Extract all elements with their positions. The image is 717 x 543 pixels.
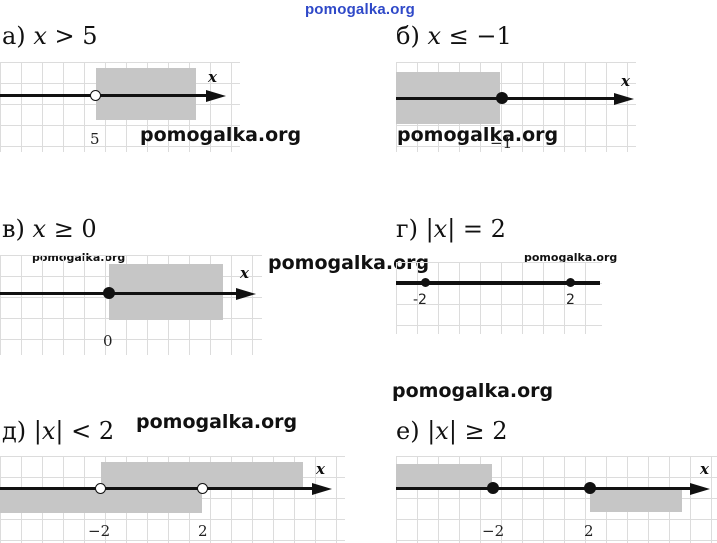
axis-arrow bbox=[206, 90, 226, 102]
point-2 bbox=[566, 278, 575, 287]
number-axis bbox=[396, 487, 694, 490]
point-minus-2 bbox=[421, 278, 430, 287]
axis-name-label: x bbox=[240, 264, 249, 282]
point-closed-0 bbox=[103, 287, 115, 299]
number-axis bbox=[0, 94, 210, 97]
point-closed-minus-2 bbox=[487, 482, 499, 494]
axis-arrow bbox=[312, 483, 332, 495]
watermark: pomogalka.org bbox=[140, 124, 302, 146]
task-v-label: в) x ≥ 0 bbox=[2, 215, 97, 243]
number-line-d: x −2 2 bbox=[0, 456, 345, 543]
axis-name-label: x bbox=[621, 72, 630, 90]
number-axis bbox=[0, 292, 240, 295]
number-line-a: x 5 bbox=[0, 62, 240, 152]
tick-label-2: 2 bbox=[198, 522, 208, 540]
watermark: pomogalka.org bbox=[136, 411, 298, 433]
watermark: pomogalka.org bbox=[392, 380, 554, 402]
tick-label-2: 2 bbox=[584, 522, 594, 540]
task-e-label: е) |x| ≥ 2 bbox=[396, 417, 508, 445]
grid-background bbox=[396, 262, 602, 334]
watermark: pomogalka.org bbox=[268, 252, 430, 274]
point-open-2 bbox=[197, 483, 208, 494]
point-open-5 bbox=[90, 90, 101, 101]
tick-label-minus-2: −2 bbox=[88, 522, 111, 540]
tick-label-2: 2 bbox=[566, 292, 575, 308]
tick-label-5: 5 bbox=[90, 130, 100, 148]
tick-label-minus-2: -2 bbox=[413, 292, 427, 308]
point-closed-2 bbox=[584, 482, 596, 494]
number-axis bbox=[396, 281, 600, 285]
axis-name-label: x bbox=[700, 460, 709, 478]
axis-name-label: x bbox=[316, 460, 325, 478]
task-b-label: б) x ≤ −1 bbox=[396, 22, 512, 50]
number-line-e: x −2 2 bbox=[396, 456, 717, 543]
number-line-g: -2 2 bbox=[396, 262, 602, 334]
task-d-label: д) |x| < 2 bbox=[2, 417, 115, 445]
axis-arrow bbox=[690, 483, 710, 495]
shaded-region bbox=[396, 464, 492, 488]
axis-name-label: x bbox=[208, 68, 217, 86]
number-axis bbox=[0, 487, 316, 490]
site-link[interactable]: pomogalka.org bbox=[304, 1, 416, 18]
task-g-label: г) |x| = 2 bbox=[396, 215, 506, 243]
tick-label-0: 0 bbox=[103, 332, 113, 350]
number-line-b: x −1 bbox=[396, 62, 636, 152]
watermark: pomogalka.org bbox=[397, 124, 559, 146]
point-closed-minus-1 bbox=[496, 92, 508, 104]
watermark: pomogalka.org bbox=[524, 251, 618, 264]
point-open-minus-2 bbox=[95, 483, 106, 494]
axis-arrow bbox=[614, 93, 634, 105]
number-line-v: x 0 bbox=[0, 255, 262, 355]
axis-arrow bbox=[236, 288, 256, 300]
task-a-label: а) x > 5 bbox=[2, 22, 98, 50]
shaded-region bbox=[590, 490, 682, 512]
tick-label-minus-1: −1 bbox=[490, 134, 513, 152]
tick-label-minus-2: −2 bbox=[482, 522, 505, 540]
